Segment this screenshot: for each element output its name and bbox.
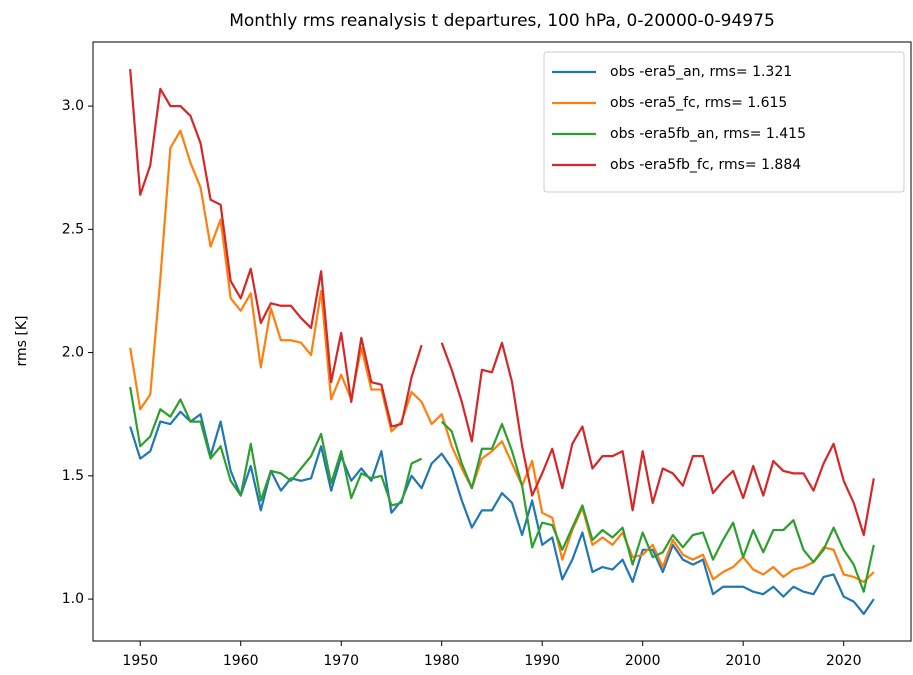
x-tick-label: 2010 [725, 653, 761, 669]
x-tick-label: 1970 [323, 653, 359, 669]
x-tick-label: 2020 [826, 653, 862, 669]
legend-box [543, 51, 905, 193]
y-tick-label: 2.5 [62, 221, 84, 237]
data-line [129, 386, 875, 593]
data-line [129, 69, 875, 537]
data-line [129, 410, 875, 615]
x-tick-label: 1950 [122, 653, 158, 669]
chart-title: Monthly rms reanalysis t departures, 100… [229, 11, 775, 31]
x-tick-label: 1990 [524, 653, 560, 669]
y-tick-label: 1.5 [62, 468, 84, 484]
x-tick-label: 1960 [223, 653, 259, 669]
legend-label: obs -era5_fc, rms= 1.615 [610, 95, 787, 111]
legend-label: obs -era5fb_fc, rms= 1.884 [610, 157, 801, 173]
y-axis-label: rms [K] [14, 316, 30, 367]
x-tick-label: 1980 [424, 653, 460, 669]
legend-label: obs -era5_an, rms= 1.321 [610, 64, 792, 80]
data-line [129, 129, 875, 583]
legend-label: obs -era5fb_an, rms= 1.415 [610, 126, 806, 142]
x-tick-label: 2000 [625, 653, 661, 669]
y-tick-label: 3.0 [62, 98, 84, 114]
y-tick-label: 2.0 [62, 345, 84, 361]
y-tick-label: 1.0 [62, 591, 84, 607]
plot-frame [92, 41, 912, 642]
